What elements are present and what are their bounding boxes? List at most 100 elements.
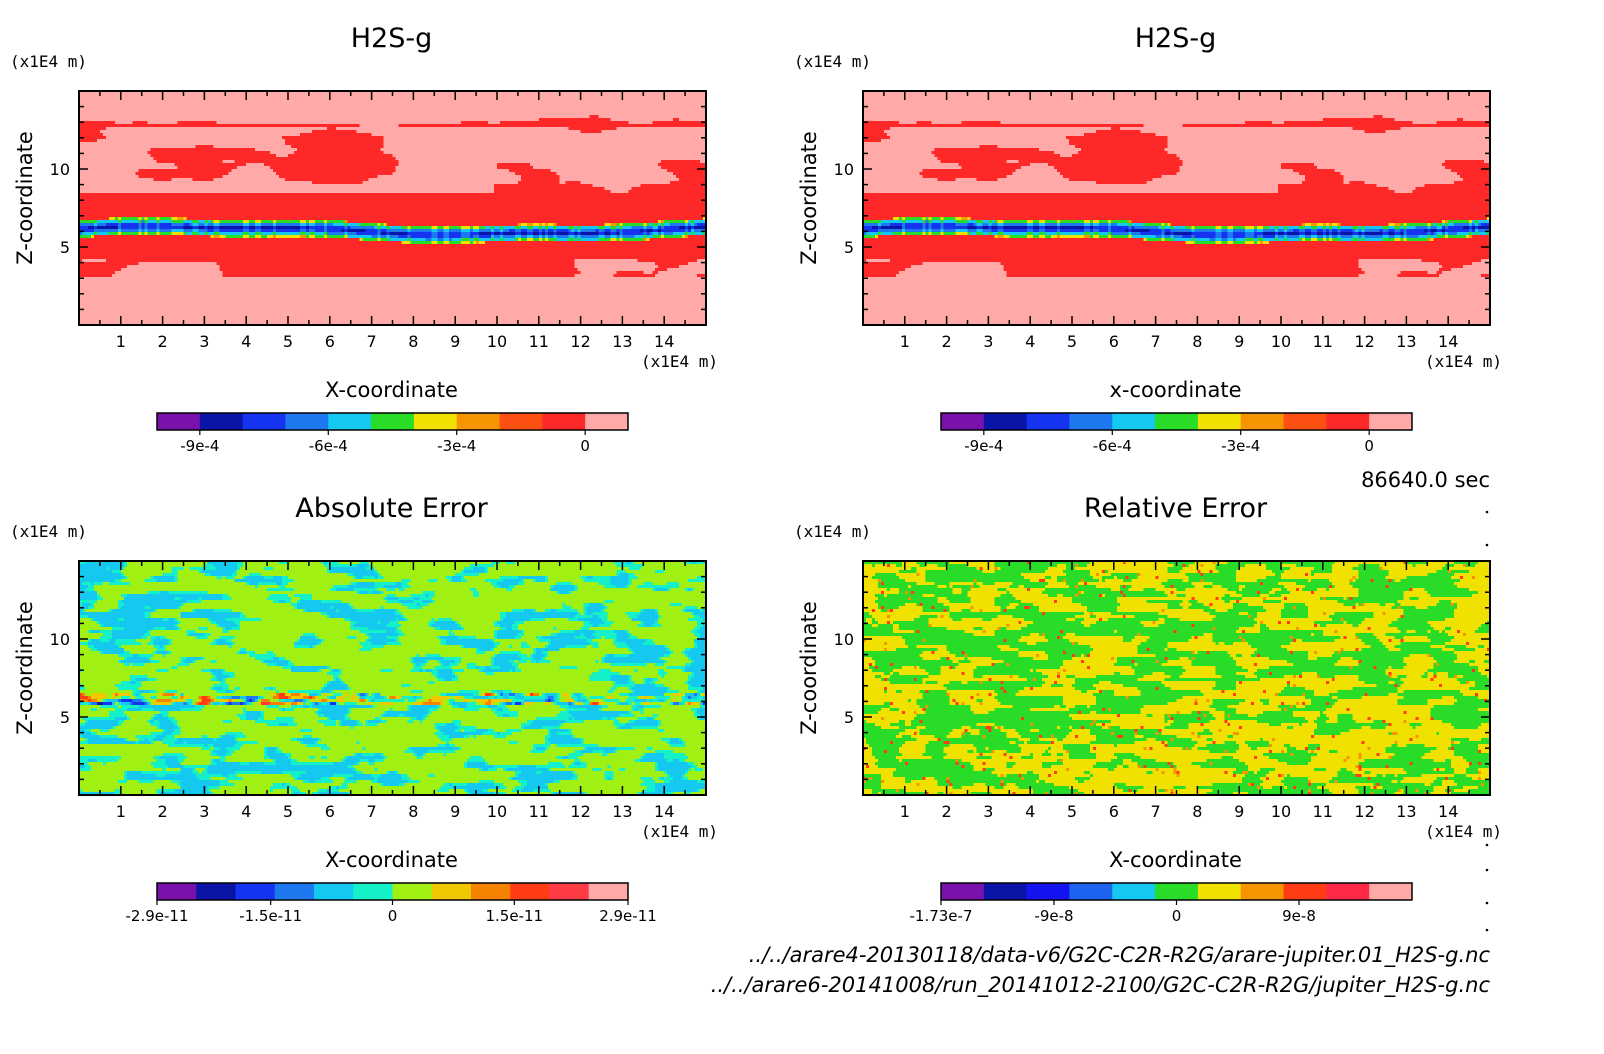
heatmap-cell — [326, 220, 346, 224]
heatmap-cell — [276, 759, 292, 763]
heatmap-cell — [401, 624, 429, 628]
heatmap-cell — [79, 786, 182, 790]
heatmap-cell — [517, 711, 561, 715]
heatmap-cell — [622, 235, 635, 239]
heatmap-cell — [863, 151, 933, 155]
heatmap-cell — [586, 639, 594, 643]
heatmap-cell — [610, 190, 629, 194]
heatmap-cell — [446, 723, 456, 727]
heatmap-cell — [1427, 226, 1431, 230]
heatmap-cell — [144, 663, 179, 667]
heatmap-cell — [386, 226, 391, 230]
heatmap-cell — [282, 576, 289, 580]
heatmap-cell — [105, 259, 576, 263]
colorbar-tick-label: 0 — [580, 437, 590, 455]
heatmap-cell — [664, 684, 689, 688]
heatmap-cell — [356, 753, 364, 757]
heatmap-cell — [452, 738, 546, 742]
heatmap-cell — [114, 684, 143, 688]
heatmap-cell — [177, 693, 182, 697]
heatmap-cell — [93, 603, 119, 607]
heatmap-cell — [658, 678, 689, 682]
heatmap-cell — [1343, 597, 1348, 601]
heatmap-cell — [410, 579, 429, 583]
heatmap-cell — [1454, 561, 1479, 565]
heatmap-cell — [1060, 229, 1085, 233]
heatmap-cell — [1364, 238, 1384, 242]
heatmap-cell — [1254, 229, 1258, 233]
heatmap-cell — [335, 699, 346, 703]
heatmap-cell — [697, 259, 707, 263]
x-tick-label: 13 — [612, 802, 632, 821]
heatmap-cell — [398, 783, 406, 787]
heatmap-cell — [697, 693, 701, 697]
heatmap-cell — [449, 744, 456, 748]
heatmap-cell — [153, 702, 173, 706]
heatmap-cell — [631, 582, 644, 586]
heatmap-cell — [1110, 588, 1121, 592]
heatmap-cell — [341, 681, 346, 685]
heatmap-cell — [863, 109, 1491, 113]
heatmap-cell — [398, 600, 414, 604]
heatmap-cell — [79, 115, 591, 119]
heatmap-cell — [697, 274, 707, 278]
heatmap-cell — [279, 747, 322, 751]
x-tick-label: 5 — [283, 332, 293, 351]
heatmap-cell — [514, 693, 522, 697]
heatmap-cell — [1346, 597, 1351, 601]
heatmap-cell — [685, 792, 692, 796]
heatmap-cell — [967, 594, 1001, 598]
heatmap-cell — [1331, 570, 1360, 574]
heatmap-cell — [479, 594, 707, 598]
heatmap-cell — [1334, 169, 1452, 173]
heatmap-cell — [276, 172, 394, 176]
heatmap-cell — [485, 702, 492, 706]
heatmap-cell — [171, 642, 211, 646]
heatmap-cell — [1394, 238, 1402, 242]
heatmap-cell — [658, 223, 662, 227]
heatmap-cell — [703, 768, 707, 772]
heatmap-cell — [863, 301, 1491, 305]
heatmap-cell — [1263, 226, 1270, 230]
heatmap-cell — [863, 567, 912, 571]
heatmap-cell — [362, 238, 379, 242]
heatmap-cell — [150, 630, 188, 634]
heatmap-cell — [622, 223, 644, 227]
heatmap-cell — [350, 606, 355, 610]
heatmap-cell — [111, 274, 223, 278]
heatmap-cell — [637, 259, 698, 263]
heatmap-cell — [1304, 226, 1312, 230]
heatmap-cell — [1245, 241, 1255, 245]
heatmap-cell — [452, 576, 462, 580]
heatmap-cell — [261, 699, 271, 703]
heatmap-cell — [976, 226, 984, 230]
heatmap-cell — [255, 235, 262, 239]
heatmap-cell — [934, 154, 1061, 158]
heatmap-cell — [631, 702, 635, 706]
heatmap-cell — [222, 271, 582, 275]
heatmap-cell — [416, 756, 423, 760]
heatmap-cell — [249, 229, 256, 233]
heatmap-cell — [114, 702, 119, 706]
heatmap-cell — [655, 750, 674, 754]
heatmap-cell — [255, 699, 259, 703]
heatmap-cell — [234, 636, 301, 640]
heatmap-cell — [317, 669, 322, 673]
heatmap-cell — [117, 705, 122, 709]
heatmap-cell — [449, 226, 462, 230]
heatmap-cell — [240, 747, 265, 751]
heatmap-cell — [1200, 564, 1204, 568]
heatmap-cell — [386, 636, 400, 640]
heatmap-cell — [392, 669, 412, 673]
heatmap-cell — [410, 241, 432, 245]
heatmap-cell — [559, 696, 567, 700]
heatmap-cell — [1406, 576, 1452, 580]
heatmap-cell — [982, 226, 989, 230]
heatmap-cell — [637, 792, 641, 796]
heatmap-cell — [931, 151, 1055, 155]
heatmap-cell — [928, 220, 933, 224]
heatmap-cell — [240, 624, 352, 628]
heatmap-cell — [117, 702, 122, 706]
heatmap-cell — [508, 714, 519, 718]
heatmap-cell — [520, 223, 528, 227]
